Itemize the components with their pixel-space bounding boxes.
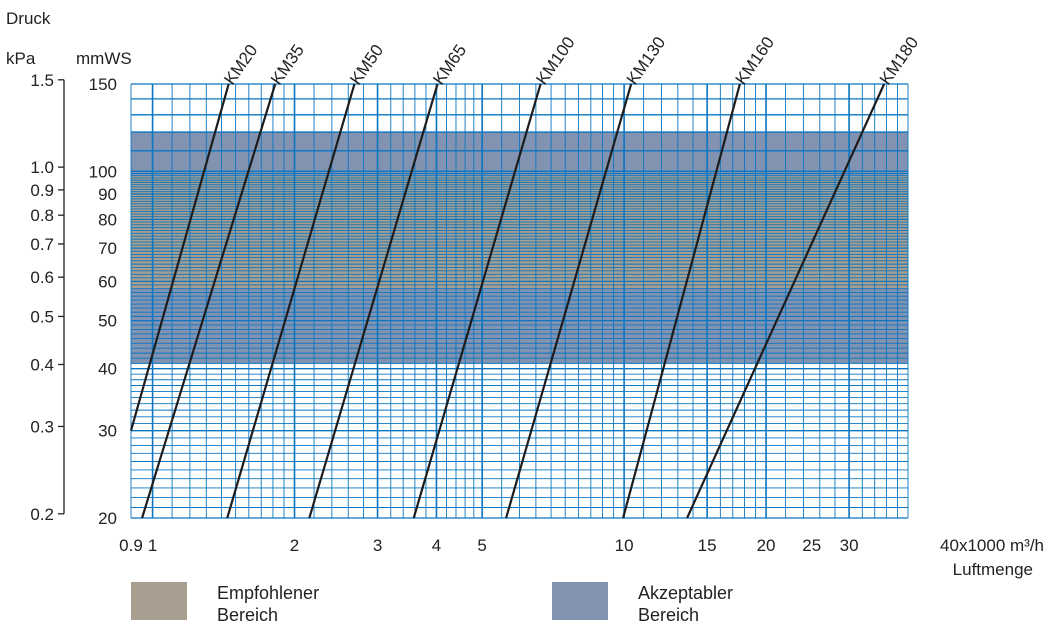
- mmws-tick-label: 150: [89, 75, 117, 94]
- series-line-km160: [622, 83, 741, 519]
- series-label-km50: KM50: [346, 41, 387, 88]
- mmws-tick-label: 50: [98, 312, 117, 331]
- series-label-km180: KM180: [876, 33, 922, 88]
- kpa-axis: 0.2 0.3 0.4 0.5 0.6 0.7 0.8 0.9 1.0 1.5: [30, 71, 65, 524]
- mmws-tick-label: 90: [98, 185, 117, 204]
- x-tick-label: 0.9: [119, 536, 143, 555]
- x-tick-label: 3: [373, 536, 382, 555]
- x-tick-label: 1: [148, 536, 157, 555]
- x-tick-label: 2: [290, 536, 299, 555]
- series-label-km35: KM35: [267, 41, 308, 88]
- x-tick-label: 15: [698, 536, 717, 555]
- mmws-tick-label: 100: [89, 162, 117, 181]
- series-labels: KM20 KM35 KM50 KM65 KM100 KM130 KM160 KM180: [220, 33, 922, 88]
- pressure-airflow-chart: Druck kPa mmWS 40x1000 m³/h Luftmenge KM…: [6, 9, 1044, 579]
- mmws-tick-label: 80: [98, 210, 117, 229]
- series-label-km20: KM20: [220, 41, 261, 88]
- mmws-tick-label: 30: [98, 422, 117, 441]
- kpa-tick-label: 0.4: [30, 355, 54, 374]
- legend-acceptable: Akzeptabler Bereich: [552, 582, 798, 626]
- x-tick-label: 5: [477, 536, 486, 555]
- x-tick-label: 4: [432, 536, 441, 555]
- series-label-km160: KM160: [732, 33, 778, 88]
- x-tick-label: 10: [615, 536, 634, 555]
- mmws-unit-label: mmWS: [76, 49, 132, 68]
- x-axis-title: Luftmenge: [953, 560, 1033, 579]
- legend-recommended: Empfohlener Bereich: [131, 582, 377, 626]
- mmws-tick-label: 60: [98, 272, 117, 291]
- kpa-tick-label: 0.8: [30, 206, 54, 225]
- legend-swatch-acceptable: [552, 582, 608, 620]
- x-tick-label: 30: [840, 536, 859, 555]
- series-line-km35: [141, 83, 277, 519]
- kpa-tick-label: 0.2: [30, 505, 54, 524]
- kpa-unit-label: kPa: [6, 49, 36, 68]
- series-line-km100: [412, 83, 542, 519]
- x-tick-label: 20: [757, 536, 776, 555]
- series-label-km100: KM100: [532, 33, 578, 88]
- kpa-tick-label: 1.5: [30, 71, 54, 90]
- series-line-km20: [129, 83, 230, 431]
- series-lines: [129, 83, 886, 519]
- legend-label-acceptable: Akzeptabler Bereich: [638, 583, 734, 625]
- series-line-km130: [505, 83, 633, 519]
- series-label-km65: KM65: [429, 41, 470, 88]
- grid: [130, 83, 909, 519]
- kpa-tick-label: 0.6: [30, 268, 54, 287]
- x-axis: 0.9 1 2 3 4 5 10 15 20 25 30: [119, 536, 858, 555]
- kpa-tick-label: 0.3: [30, 417, 54, 436]
- kpa-tick-label: 0.9: [30, 181, 54, 200]
- series-line-km65: [308, 83, 439, 519]
- pressure-title: Druck: [6, 9, 51, 28]
- legend-swatch-recommended: [131, 582, 187, 620]
- mmws-tick-label: 40: [98, 360, 117, 379]
- x-tick-label: 25: [802, 536, 821, 555]
- x-unit-label: 40x1000 m³/h: [940, 536, 1044, 555]
- series-line-km50: [226, 83, 356, 519]
- mmws-tick-label: 20: [98, 509, 117, 528]
- kpa-tick-label: 0.5: [30, 307, 54, 326]
- mmws-axis: 20 30 40 50 60 70 80 90 100 150: [89, 75, 117, 528]
- legend-label-recommended: Empfohlener Bereich: [217, 583, 320, 625]
- kpa-tick-label: 0.7: [30, 235, 54, 254]
- kpa-tick-label: 1.0: [30, 158, 54, 177]
- mmws-tick-label: 70: [98, 239, 117, 258]
- series-label-km130: KM130: [623, 33, 669, 88]
- series-line-km180: [686, 83, 886, 519]
